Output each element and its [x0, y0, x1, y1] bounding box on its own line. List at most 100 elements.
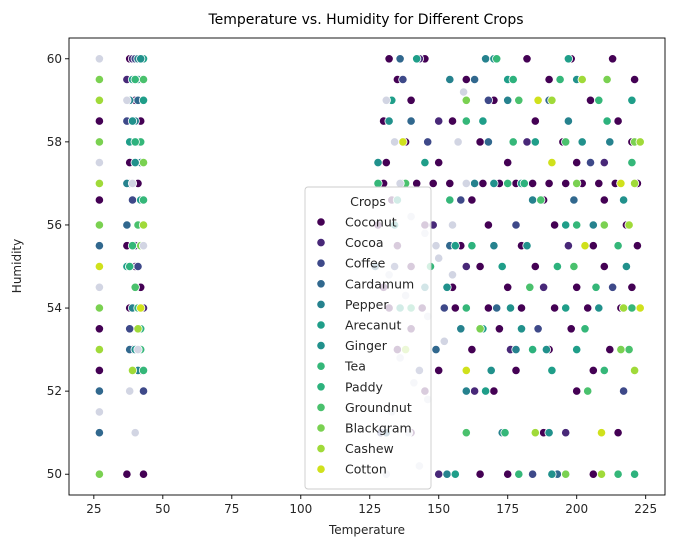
- data-point: [458, 87, 469, 97]
- data-point: [503, 95, 513, 105]
- data-point: [530, 428, 540, 438]
- data-point: [130, 158, 140, 168]
- y-tick-label: 52: [47, 384, 62, 398]
- y-tick-label: 54: [47, 301, 62, 315]
- legend-label: Cotton: [345, 462, 387, 477]
- data-point: [469, 74, 480, 85]
- data-point: [483, 303, 493, 313]
- data-point: [461, 428, 471, 438]
- data-point: [445, 178, 455, 188]
- legend-item: Coconut: [316, 215, 397, 230]
- data-point: [450, 303, 460, 313]
- data-point: [563, 116, 574, 126]
- data-point: [125, 386, 135, 396]
- data-point: [572, 386, 582, 396]
- data-point: [442, 282, 452, 292]
- data-point: [594, 178, 604, 188]
- legend-marker: [316, 217, 326, 227]
- data-point: [431, 344, 441, 355]
- data-point: [588, 220, 598, 230]
- data-point: [461, 303, 471, 313]
- data-point: [492, 54, 502, 64]
- data-point: [618, 386, 629, 396]
- legend-label: Cashew: [345, 441, 394, 456]
- legend-item: Cotton: [316, 462, 387, 477]
- data-point: [527, 178, 538, 188]
- data-point: [94, 407, 105, 417]
- y-tick-label: 56: [47, 218, 62, 232]
- data-point: [461, 386, 471, 396]
- data-point: [467, 344, 477, 355]
- data-point: [480, 54, 491, 64]
- data-point: [395, 178, 405, 188]
- data-point: [503, 178, 513, 188]
- data-point: [627, 158, 637, 168]
- data-point: [519, 178, 529, 188]
- data-point: [494, 324, 504, 334]
- data-point: [599, 365, 609, 375]
- data-point: [489, 178, 499, 188]
- legend-marker: [316, 279, 326, 289]
- legend-item: Pepper: [316, 297, 389, 312]
- y-axis-ticks: 50 52 54 56 58 60: [47, 52, 69, 481]
- legend-label: Paddy: [345, 379, 384, 394]
- data-point: [94, 116, 105, 126]
- data-point: [527, 195, 538, 205]
- marker-layer: [94, 54, 645, 479]
- legend-marker: [316, 402, 326, 412]
- legend-title: Crops: [350, 194, 386, 209]
- data-point: [497, 261, 507, 272]
- data-point: [511, 344, 521, 355]
- data-point: [607, 282, 618, 292]
- data-point: [133, 261, 143, 272]
- legend-label: Cardamum: [345, 276, 414, 291]
- data-point: [456, 324, 466, 334]
- data-point: [434, 116, 444, 126]
- data-point: [516, 324, 527, 334]
- data-point: [503, 282, 513, 292]
- chart-title: Temperature vs. Humidity for Different C…: [207, 12, 523, 28]
- data-point: [412, 178, 422, 188]
- data-point: [561, 137, 571, 147]
- data-point: [138, 74, 149, 85]
- legend-label: Cocoa: [345, 235, 384, 250]
- data-point: [461, 261, 471, 272]
- data-point: [138, 365, 149, 375]
- data-point: [508, 74, 518, 85]
- data-point: [583, 386, 593, 396]
- data-point: [585, 158, 596, 168]
- data-point: [447, 220, 458, 230]
- data-point: [127, 195, 138, 205]
- data-point: [406, 95, 416, 105]
- legend-label: Ginger: [345, 338, 388, 353]
- data-point: [94, 95, 105, 105]
- data-point: [94, 54, 105, 64]
- data-point: [607, 54, 618, 64]
- data-point: [596, 469, 607, 479]
- data-point: [577, 137, 587, 147]
- data-point: [130, 137, 140, 147]
- data-point: [94, 220, 105, 230]
- data-point: [599, 220, 609, 230]
- data-point: [522, 54, 532, 64]
- data-point: [94, 344, 105, 355]
- data-point: [514, 469, 524, 479]
- data-point: [461, 74, 471, 85]
- y-axis-label: Humidity: [10, 239, 24, 293]
- data-point: [94, 469, 105, 479]
- data-point: [508, 137, 518, 147]
- data-point: [94, 74, 105, 85]
- data-point: [489, 241, 499, 251]
- legend-label: Arecanut: [345, 318, 401, 333]
- data-point: [616, 178, 626, 188]
- data-point: [138, 220, 149, 230]
- legend-label: Tea: [344, 359, 366, 374]
- data-point: [439, 336, 449, 346]
- data-point: [525, 282, 535, 292]
- data-point: [635, 137, 645, 147]
- data-point: [533, 95, 543, 105]
- x-tick-label: 100: [289, 502, 312, 516]
- legend-marker: [316, 464, 326, 474]
- data-point: [561, 220, 571, 230]
